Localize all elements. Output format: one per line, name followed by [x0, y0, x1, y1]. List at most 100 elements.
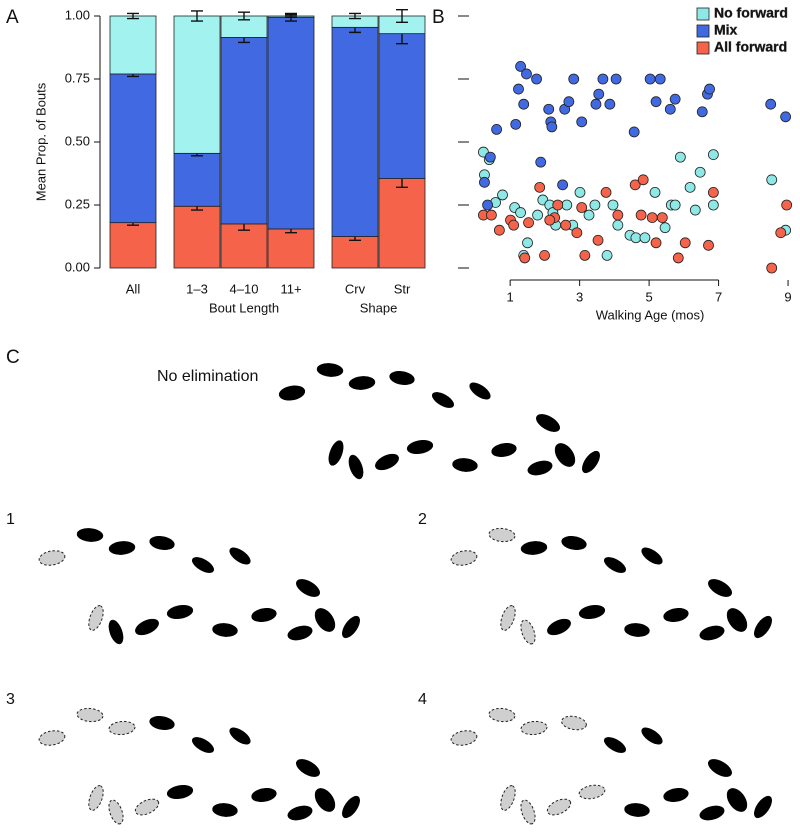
footprint — [134, 798, 160, 816]
point — [519, 252, 531, 264]
footprint — [726, 788, 748, 812]
footprint — [149, 535, 175, 551]
footprint — [314, 608, 336, 632]
footprint — [38, 730, 66, 746]
footprint — [699, 625, 725, 641]
point — [532, 209, 543, 221]
bar-segment — [109, 15, 157, 75]
x-tick-label: 3 — [576, 289, 583, 304]
error-bar — [349, 12, 361, 20]
point — [656, 212, 668, 224]
point — [491, 123, 503, 135]
point — [593, 88, 605, 100]
footprint — [488, 707, 516, 723]
footprint — [76, 528, 104, 542]
point — [484, 151, 496, 163]
bar-segment — [331, 236, 379, 269]
footprint — [500, 605, 516, 631]
footprint — [754, 795, 772, 819]
footprint — [604, 737, 626, 753]
error-bar — [127, 12, 139, 20]
point — [576, 202, 588, 213]
step-title: 2 — [418, 511, 427, 528]
point — [518, 98, 530, 110]
point — [612, 209, 624, 221]
footprint — [546, 798, 572, 816]
panel-label: A — [6, 7, 19, 28]
point — [579, 249, 591, 261]
x-tick-label: Str — [394, 281, 411, 296]
point — [482, 199, 493, 211]
footprint — [604, 557, 626, 573]
footprint — [582, 450, 600, 474]
point — [544, 214, 556, 226]
footprint — [108, 799, 124, 825]
legend-label: Mix — [714, 22, 738, 38]
point — [485, 209, 497, 221]
footprint — [287, 805, 313, 821]
footprint — [452, 458, 478, 472]
footprint — [520, 799, 536, 825]
point — [568, 73, 580, 85]
point — [479, 176, 490, 188]
x-tick-label: 1 — [507, 289, 514, 304]
point — [600, 186, 612, 198]
footprint — [663, 787, 689, 803]
bar-segment — [173, 15, 221, 154]
footprint — [212, 623, 238, 637]
x-tick-label: 9 — [784, 289, 791, 304]
panel-label: C — [6, 347, 20, 368]
footprint — [708, 579, 732, 597]
footprint — [108, 619, 124, 645]
footprint — [278, 385, 306, 401]
footprint — [287, 625, 313, 641]
point — [590, 98, 602, 110]
point — [684, 181, 696, 193]
point — [523, 217, 534, 229]
point — [630, 232, 642, 244]
point — [672, 252, 684, 264]
footprint — [229, 727, 251, 745]
y-tick-label: 0.25 — [65, 196, 90, 211]
footprint — [251, 787, 277, 803]
group-label: Bout Length — [209, 300, 279, 315]
footprint — [342, 615, 360, 639]
footprint — [76, 707, 104, 723]
bar-segment — [267, 16, 315, 230]
point — [703, 239, 714, 251]
footprint — [389, 370, 415, 386]
footprint — [149, 715, 175, 731]
footprint — [108, 541, 136, 555]
footprint — [328, 440, 344, 466]
footprint — [450, 550, 478, 566]
x-tick-label: 1–3 — [186, 281, 208, 296]
footprint — [536, 414, 560, 432]
footprint — [641, 727, 663, 745]
footprint — [88, 605, 104, 631]
bar-segment — [173, 205, 221, 269]
bar-segment — [220, 223, 268, 269]
footprint — [450, 730, 478, 746]
point — [694, 166, 706, 178]
bar-segment — [109, 73, 157, 224]
footprint — [251, 607, 277, 623]
point — [689, 204, 701, 216]
footprint — [554, 443, 576, 467]
group-label: Shape — [360, 300, 398, 315]
point — [583, 209, 595, 221]
panel-label: B — [432, 7, 445, 28]
footprint — [624, 623, 650, 637]
point — [560, 219, 572, 231]
point — [563, 96, 575, 108]
error-bar — [191, 10, 203, 22]
legend-label: No forward — [714, 5, 788, 21]
point — [696, 106, 708, 118]
footprint — [212, 803, 238, 817]
bar-segment — [378, 33, 426, 179]
x-tick-label: Crv — [345, 281, 366, 296]
footprint — [699, 805, 725, 821]
footprint — [296, 759, 320, 777]
bar-segment — [109, 222, 157, 269]
step-title: 3 — [6, 691, 15, 708]
point — [535, 156, 547, 168]
